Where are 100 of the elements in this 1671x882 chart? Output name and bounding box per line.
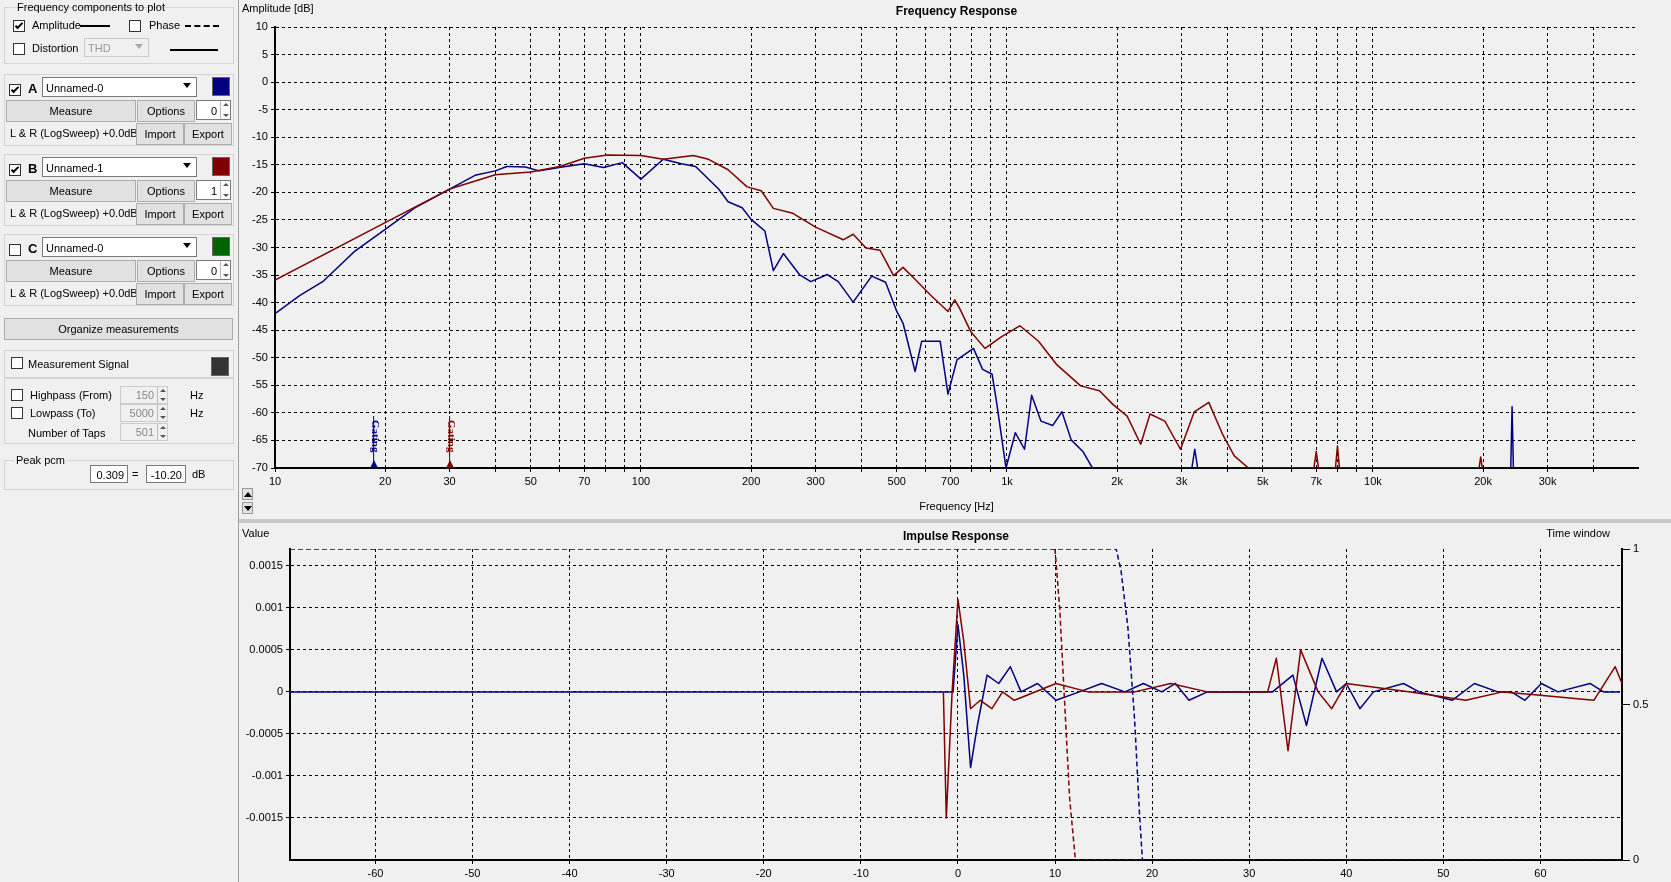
ref-line-label: Gating	[369, 420, 382, 453]
x-axis-title: Frequency [Hz]	[919, 500, 994, 513]
button: Export	[184, 123, 232, 145]
y-tick-label: -0.001	[251, 768, 283, 781]
text: C	[28, 241, 38, 256]
y-tick-label: -0.0005	[245, 726, 283, 739]
spinner: 5000	[120, 404, 168, 422]
y-tick-label: 0	[261, 75, 268, 88]
text: Amplitude	[32, 18, 81, 32]
y-tick-label: -60	[252, 405, 268, 418]
y-tick-label: -65	[252, 433, 268, 446]
y-axis-title: Amplitude [dB]	[242, 1, 314, 14]
x-tick-label: 500	[887, 474, 906, 487]
x-tick-label: 50	[524, 474, 537, 487]
y2-tick-label: 0.5	[1633, 697, 1649, 710]
x-tick-label: 1k	[1001, 474, 1014, 487]
y-tick-label: -40	[252, 295, 268, 308]
y-tick-label: -70	[252, 461, 268, 474]
y-tick-label: -55	[252, 378, 268, 391]
spinner: 0	[196, 100, 231, 120]
text: L & R (LogSweep) +0.0dB	[10, 126, 138, 140]
x-tick-label: 10	[1048, 866, 1062, 879]
text: =	[132, 467, 139, 481]
text-field: 0.309	[90, 465, 128, 483]
x-tick-label: 200	[741, 474, 761, 487]
y-tick-label: 0.0015	[249, 558, 283, 571]
x-tick-label: 2k	[1111, 474, 1124, 487]
button: Measure	[6, 180, 136, 202]
y-tick-label: -35	[252, 268, 268, 281]
spinner: 0	[196, 260, 231, 280]
x-tick-label: 20k	[1474, 474, 1493, 487]
x-tick-label: -40	[561, 866, 578, 879]
button: Options	[137, 260, 195, 282]
button: Measure	[6, 260, 136, 282]
x-tick-label: -10	[852, 866, 869, 879]
y-tick-label: -25	[252, 212, 268, 225]
text: A	[28, 81, 38, 96]
spinner: 1	[196, 180, 231, 200]
spinner: 501	[120, 423, 168, 441]
x-tick-label: 10k	[1364, 474, 1383, 487]
y-tick-label: -30	[252, 240, 268, 253]
button: Export	[184, 283, 232, 305]
text: Measurement Signal	[28, 357, 129, 371]
x-tick-label: 30	[443, 474, 456, 487]
text: Hz	[190, 406, 204, 420]
text: L & R (LogSweep) +0.0dB	[10, 206, 138, 220]
y-tick-label: 0.0005	[249, 642, 283, 655]
y2-axis-title: Time window	[1546, 526, 1611, 539]
x-tick-label: 100	[631, 474, 651, 487]
chart-title: Impulse Response	[902, 529, 1010, 544]
y-tick-label: -45	[252, 323, 268, 336]
text: Lowpass (To)	[30, 406, 96, 420]
x-tick-label: 7k	[1310, 474, 1323, 487]
text: Distortion	[32, 41, 79, 55]
x-tick-label: 3k	[1175, 474, 1188, 487]
button: Export	[184, 203, 232, 225]
x-tick-label: 30	[1243, 866, 1256, 879]
x-tick-label: 40	[1340, 866, 1353, 879]
x-tick-label: 60	[1534, 866, 1547, 879]
y-axis-title: Value	[242, 526, 270, 539]
x-tick-label: -20	[755, 866, 772, 879]
button: Import	[136, 283, 184, 305]
button: Options	[137, 180, 195, 202]
text: Highpass (From)	[30, 388, 112, 402]
text: Peak pcm	[14, 453, 67, 467]
ref-line-label: Gating	[445, 420, 458, 453]
text: B	[28, 161, 38, 176]
x-tick-label: 50	[1437, 866, 1450, 879]
x-tick-label: 5k	[1256, 474, 1270, 487]
button: Organize measurements	[4, 318, 233, 340]
y-tick-label: -10	[252, 130, 268, 143]
y-tick-label: 10	[255, 20, 268, 33]
dropdown: THD	[84, 38, 149, 57]
y-tick-label: -0.0015	[245, 811, 283, 823]
x-tick-label: -60	[367, 866, 384, 879]
y-tick-label: 0.001	[255, 600, 283, 613]
dropdown: Unnamed-1	[42, 157, 197, 177]
x-tick-label: -50	[464, 866, 481, 879]
y2-tick-label: 1	[1633, 542, 1640, 555]
chart-title: Frequency Response	[895, 4, 1018, 19]
text-field: -10.20	[146, 465, 186, 483]
y-tick-label: -5	[258, 102, 268, 115]
text: Phase	[149, 18, 181, 32]
x-tick-label: -30	[658, 866, 675, 879]
dropdown: Unnamed-0	[42, 77, 197, 97]
dropdown: Unnamed-0	[42, 237, 197, 257]
text: dB	[192, 467, 206, 481]
text: L & R (LogSweep) +0.0dB	[10, 286, 138, 300]
text: Number of Taps	[28, 426, 106, 440]
spinner: 150	[120, 386, 168, 404]
y-tick-label: 5	[261, 47, 268, 60]
y-tick-label: -20	[252, 185, 268, 198]
y-tick-label: -15	[252, 157, 268, 170]
x-tick-label: 20	[379, 474, 392, 487]
button: Import	[136, 203, 184, 225]
y-tick-label: 0	[276, 684, 283, 697]
button: Import	[136, 123, 184, 145]
y-tick-label: -50	[252, 350, 268, 363]
y2-tick-label: 0	[1633, 853, 1640, 866]
x-tick-label: 20	[1145, 866, 1159, 879]
